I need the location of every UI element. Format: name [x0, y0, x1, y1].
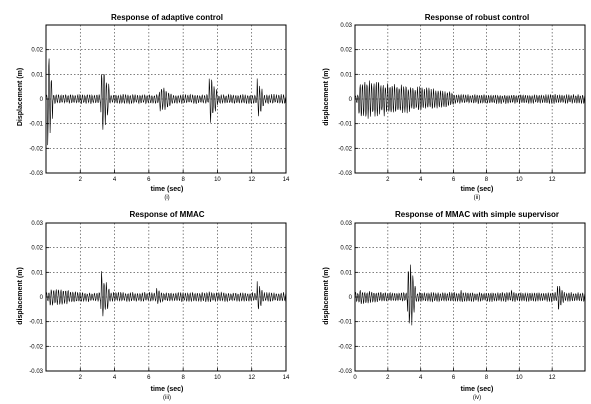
x-tick-label: 10: [516, 375, 523, 381]
response-line: [45, 58, 287, 146]
y-tick-label: -0.01: [338, 122, 352, 128]
y-tick-label: 0.02: [31, 246, 43, 252]
x-tick-label: 4: [419, 177, 423, 183]
x-tick-label: 12: [248, 375, 255, 381]
x-tick-label: 10: [214, 375, 221, 381]
x-tick-label: 6: [452, 375, 456, 381]
x-tick-label: 8: [181, 177, 185, 183]
x-tick-label: 14: [283, 177, 290, 183]
panel-mmac: Response of MMAC displacement (m) time (…: [17, 210, 290, 401]
x-tick-label: 8: [181, 375, 185, 381]
x-tick-label: 2: [386, 375, 390, 381]
panel-robust-control: Response of robust control displacement …: [323, 13, 586, 201]
x-tick-label: 12: [549, 375, 556, 381]
chart-title: Response of MMAC: [129, 210, 204, 219]
y-tick-label: 0.02: [31, 48, 43, 54]
x-tick-label: 8: [485, 177, 489, 183]
y-tick-label: -0.02: [29, 344, 43, 350]
y-tick-label: -0.01: [29, 122, 43, 128]
y-tick-label: -0.02: [338, 344, 352, 350]
y-tick-label: -0.01: [29, 320, 43, 326]
x-axis-label: time (sec): [151, 386, 184, 393]
y-tick-label: 0.03: [340, 23, 352, 29]
x-tick-label: 10: [516, 177, 523, 183]
panel-caption: (iii): [163, 395, 171, 401]
y-tick-label: -0.02: [29, 146, 43, 152]
response-line: [45, 271, 286, 317]
panel-caption: (ii): [474, 195, 481, 201]
y-tick-label: 0.01: [31, 270, 43, 276]
x-tick-label: 2: [79, 177, 83, 183]
x-tick-label: 6: [452, 177, 456, 183]
x-tick-label: 6: [147, 375, 151, 381]
x-tick-label: 14: [283, 375, 290, 381]
response-line: [354, 80, 586, 119]
x-tick-label: 12: [549, 177, 556, 183]
y-tick-label: 0.01: [340, 72, 352, 78]
y-tick-label: -0.03: [29, 369, 43, 375]
y-tick-label: 0: [40, 97, 44, 103]
y-tick-label: -0.02: [338, 146, 352, 152]
panel-mmac-supervisor: Response of MMAC with simple supervisor …: [323, 210, 586, 401]
y-tick-label: 0.02: [340, 246, 352, 252]
x-axis-label: time (sec): [151, 186, 184, 193]
x-tick-label: 4: [113, 375, 117, 381]
panel-caption: (iv): [473, 395, 481, 401]
y-tick-label: -0.01: [338, 320, 352, 326]
y-axis-label: displacement (m): [323, 68, 330, 126]
y-axis-label: displacement (m): [323, 267, 330, 325]
panel-caption: (i): [164, 195, 169, 201]
y-tick-label: 0.03: [31, 221, 43, 227]
y-tick-label: 0: [40, 295, 44, 301]
y-tick-label: 0.02: [340, 48, 352, 54]
x-axis-label: time (sec): [461, 186, 494, 193]
chart-title: Response of robust control: [425, 13, 529, 22]
y-axis-label: displacement (m): [17, 267, 24, 325]
x-tick-label: 2: [79, 375, 83, 381]
y-tick-label: 0.01: [31, 72, 43, 78]
y-tick-label: 0: [349, 97, 353, 103]
x-tick-label: 2: [386, 177, 390, 183]
panel-adaptive-control: Response of adaptive control Displacemen…: [17, 13, 290, 201]
response-line: [354, 264, 586, 326]
x-tick-label: 10: [214, 177, 221, 183]
x-tick-label: 4: [419, 375, 423, 381]
x-tick-label: 8: [485, 375, 489, 381]
y-tick-label: -0.03: [338, 369, 352, 375]
y-tick-label: 0.01: [340, 270, 352, 276]
y-tick-label: 0: [349, 295, 353, 301]
x-tick-label: 4: [113, 177, 117, 183]
x-tick-label: 6: [147, 177, 151, 183]
y-axis-label: Displacement (m): [17, 68, 24, 126]
y-tick-label: 0.03: [340, 221, 352, 227]
x-tick-label: 0: [353, 375, 357, 381]
x-tick-label: 12: [248, 177, 255, 183]
chart-title: Response of adaptive control: [111, 13, 223, 22]
y-tick-label: -0.03: [338, 171, 352, 177]
x-axis-label: time (sec): [461, 386, 494, 393]
chart-title: Response of MMAC with simple supervisor: [395, 210, 559, 219]
y-tick-label: -0.03: [29, 171, 43, 177]
